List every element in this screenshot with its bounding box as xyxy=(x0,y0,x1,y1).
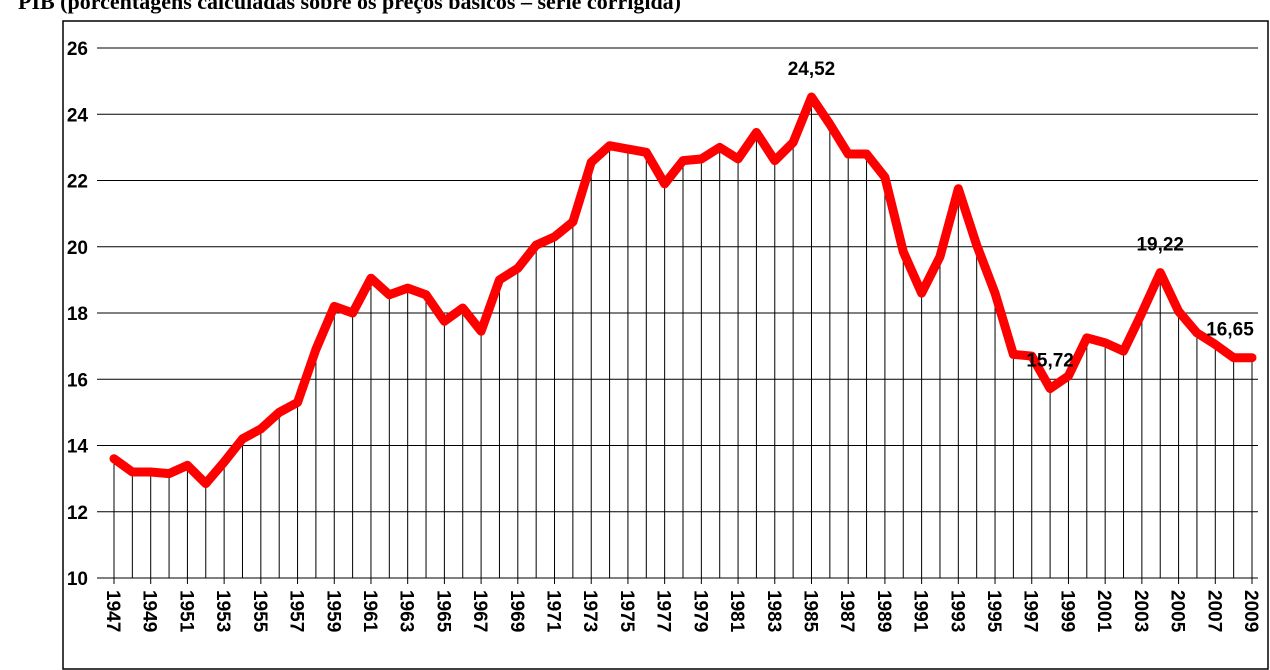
x-tick-label: 1997 xyxy=(1020,590,1041,632)
data-label: 16,65 xyxy=(1206,320,1254,341)
x-tick-label: 1983 xyxy=(763,590,784,632)
x-tick-label: 1987 xyxy=(836,590,857,632)
y-tick-label: 12 xyxy=(67,503,88,524)
x-tick-label: 1961 xyxy=(359,590,380,633)
x-tick-label: 1993 xyxy=(946,590,967,632)
x-tick-label: 1967 xyxy=(469,590,490,632)
x-tick-label: 1969 xyxy=(506,590,527,632)
y-tick-label: 10 xyxy=(67,569,88,590)
y-tick-label: 22 xyxy=(67,172,88,193)
x-tick-label: 2003 xyxy=(1130,590,1151,632)
x-tick-label: 1977 xyxy=(653,590,674,632)
y-tick-label: 16 xyxy=(67,370,88,391)
x-tick-label: 1989 xyxy=(873,590,894,632)
x-tick-label: 1975 xyxy=(616,590,637,633)
x-tick-label: 1971 xyxy=(543,590,564,633)
y-tick-label: 18 xyxy=(67,304,88,325)
data-label: 19,22 xyxy=(1136,235,1184,256)
x-tick-label: 1963 xyxy=(396,590,417,632)
x-tick-label: 1951 xyxy=(175,590,196,633)
x-tick-label: 2007 xyxy=(1203,590,1224,632)
x-tick-label: 1991 xyxy=(910,590,931,633)
x-tick-label: 1953 xyxy=(212,590,233,632)
y-tick-label: 26 xyxy=(67,39,88,60)
y-tick-label: 14 xyxy=(67,437,89,458)
x-tick-label: 1949 xyxy=(139,590,160,632)
chart-title: PIB (porcentagens calculadas sobre os pr… xyxy=(18,0,681,14)
x-tick-label: 1973 xyxy=(579,590,600,632)
x-tick-label: 1959 xyxy=(322,590,343,632)
x-tick-label: 1955 xyxy=(249,590,270,633)
x-tick-label: 2001 xyxy=(1093,590,1114,633)
x-tick-label: 1985 xyxy=(799,590,820,633)
x-tick-label: 2009 xyxy=(1240,590,1261,632)
y-tick-label: 24 xyxy=(67,105,89,126)
x-tick-label: 1999 xyxy=(1056,590,1077,632)
x-tick-label: 2005 xyxy=(1167,590,1188,633)
chart-frame xyxy=(62,20,1269,670)
data-line xyxy=(109,92,1257,489)
x-tick-label: 1981 xyxy=(726,590,747,633)
x-tick-label: 1957 xyxy=(286,590,307,632)
data-label: 24,52 xyxy=(788,59,836,80)
x-tick-label: 1965 xyxy=(432,590,453,633)
data-label: 15,72 xyxy=(1026,351,1074,372)
y-tick-label: 20 xyxy=(67,238,88,259)
x-tick-label: 1995 xyxy=(983,590,1004,633)
x-tick-label: 1979 xyxy=(689,590,710,632)
x-tick-label: 1947 xyxy=(102,590,123,632)
